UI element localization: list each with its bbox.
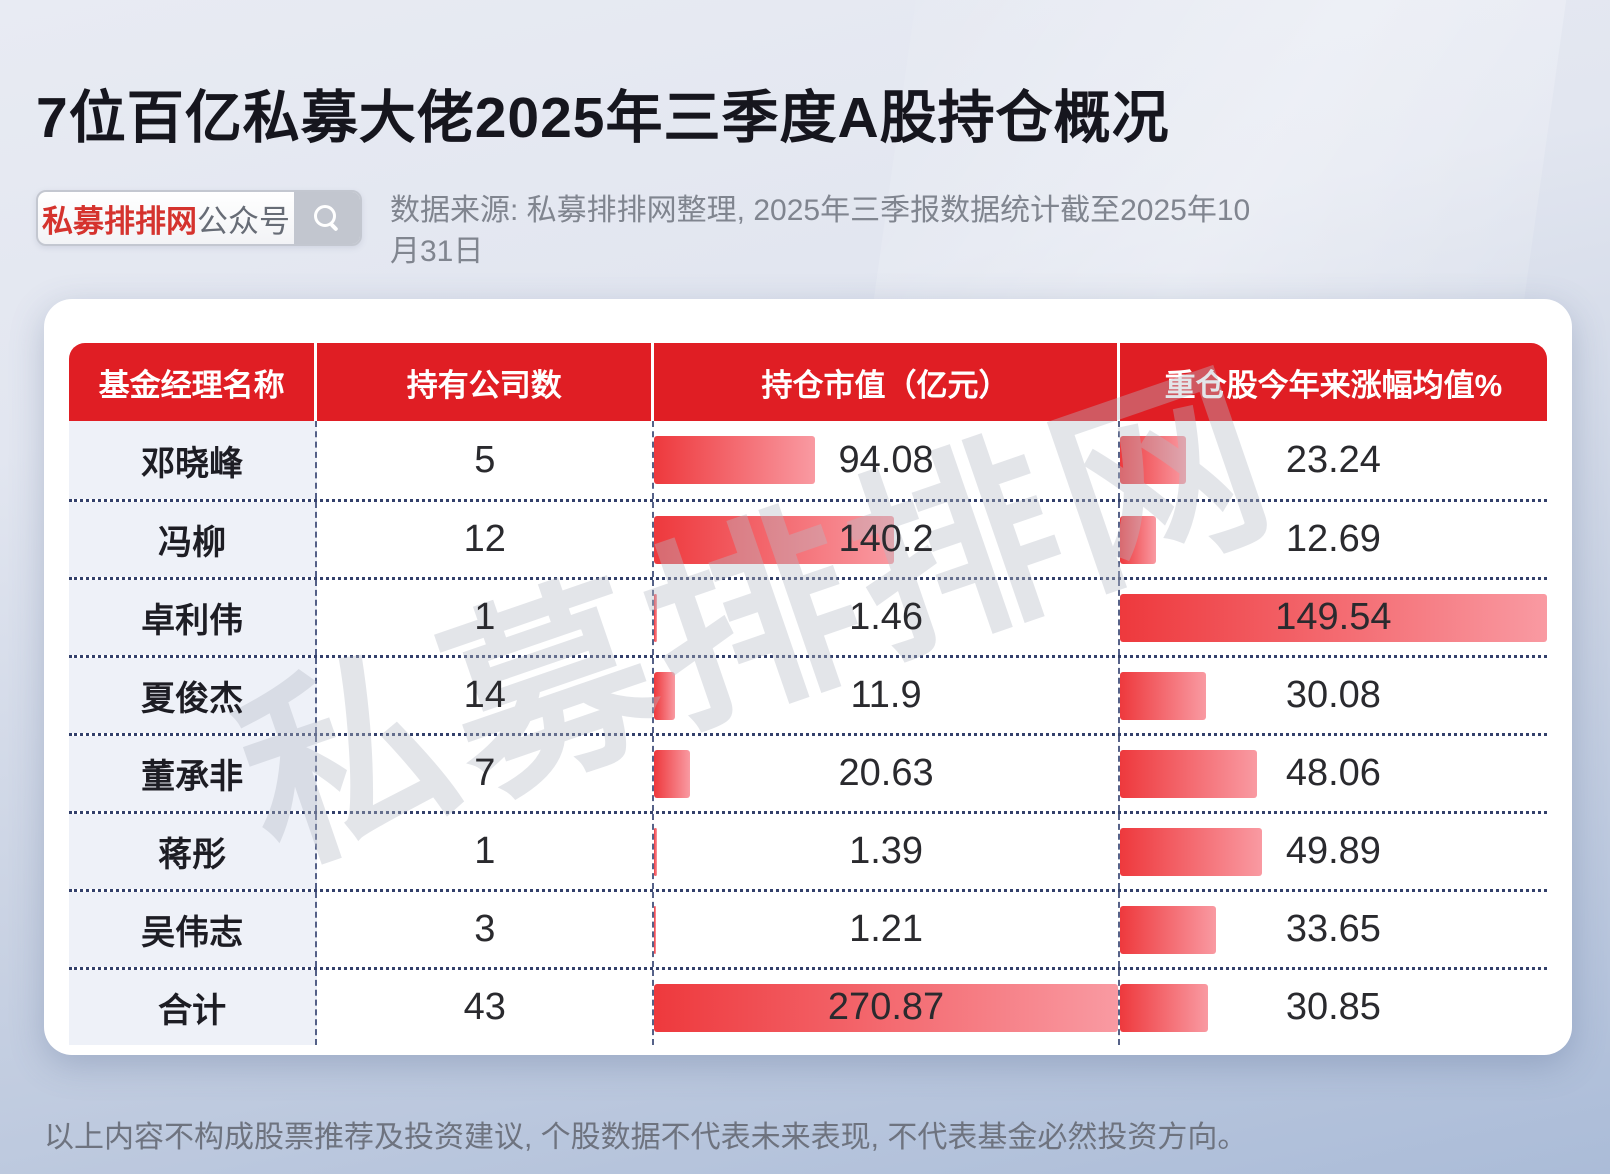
manager-name: 董承非 (141, 758, 244, 796)
gain-value: 30.85 (1285, 986, 1381, 1028)
market-value: 11.9 (850, 674, 922, 716)
manager-name: 合计 (158, 992, 227, 1030)
gain-value: 12.69 (1285, 518, 1381, 560)
manager-name: 吴伟志 (141, 914, 244, 952)
companies-count: 12 (463, 518, 506, 560)
holdings-table: 基金经理名称 持有公司数 持仓市值（亿元） 重仓股今年来涨幅均值% 邓晓峰 5 … (69, 343, 1547, 1045)
gain-value: 33.65 (1285, 908, 1381, 950)
search-icon (314, 205, 340, 231)
market-value: 1.39 (849, 830, 924, 872)
manager-name: 冯柳 (158, 524, 227, 562)
gain-bar (1119, 749, 1258, 798)
table-header: 基金经理名称 持有公司数 持仓市值（亿元） 重仓股今年来涨幅均值% (69, 343, 1547, 421)
market-value-bar (654, 593, 657, 642)
manager-name: 蒋彤 (158, 836, 227, 874)
table-card: 私募排排网 基金经理名称 持有公司数 持仓市值（亿元） 重仓股今年来涨幅均值% … (44, 299, 1572, 1055)
market-value: 140.2 (838, 518, 934, 560)
companies-count: 3 (474, 908, 496, 950)
manager-name: 卓利伟 (141, 602, 244, 640)
disclaimer-text: 以上内容不构成股票推荐及投资建议, 个股数据不代表未来表现, 不代表基金必然投资… (44, 1121, 1248, 1154)
manager-name: 夏俊杰 (141, 680, 244, 718)
table-row: 邓晓峰 5 94.08 23.24 (69, 421, 1547, 499)
header-companies: 持有公司数 (317, 343, 655, 421)
search-box-text: 私募排排网 公众号 (38, 192, 294, 244)
gain-value: 49.89 (1285, 830, 1381, 872)
header-manager: 基金经理名称 (69, 343, 318, 421)
header-market-value: 持仓市值（亿元） (654, 343, 1120, 421)
companies-count: 5 (474, 438, 496, 481)
header-gain: 重仓股今年来涨幅均值% (1164, 367, 1503, 403)
search-button[interactable] (294, 192, 360, 244)
manager-name: 邓晓峰 (141, 444, 244, 483)
companies-count: 14 (463, 674, 506, 716)
market-value-bar (654, 827, 657, 876)
companies-count: 7 (474, 752, 496, 794)
table-row: 董承非 7 20.63 48.06 (69, 733, 1547, 811)
gain-bar (1119, 905, 1216, 954)
search-box[interactable]: 私募排排网 公众号 (36, 190, 362, 246)
companies-count: 1 (474, 830, 496, 872)
table-row: 冯柳 12 140.2 12.69 (69, 499, 1547, 577)
market-value: 1.46 (849, 596, 924, 638)
table-row: 卓利伟 1 1.46 149.54 (69, 577, 1547, 655)
market-value: 20.63 (838, 752, 934, 794)
brand-suffix: 公众号 (197, 203, 290, 239)
market-value: 94.08 (838, 438, 934, 481)
gain-bar (1119, 827, 1263, 876)
table-row: 夏俊杰 14 11.9 30.08 (69, 655, 1547, 733)
gain-value: 149.54 (1275, 596, 1392, 638)
table-row: 合计 43 270.87 30.85 (69, 967, 1547, 1045)
gain-bar (1119, 671, 1206, 720)
subheader: 私募排排网 公众号 数据来源: 私募排排网整理, 2025年三季报数据统计截至20… (36, 190, 1270, 273)
gain-bar (1119, 593, 1547, 642)
table-row: 吴伟志 3 1.21 33.65 (69, 889, 1547, 967)
companies-count: 1 (474, 596, 496, 638)
market-value-bar (654, 749, 690, 798)
page-title: 7位百亿私募大佬2025年三季度A股持仓概况 (36, 86, 1170, 150)
gain-value: 23.24 (1285, 438, 1381, 481)
market-value-bar (654, 905, 657, 954)
market-value: 270.87 (827, 986, 945, 1028)
brand-name: 私募排排网 (42, 203, 197, 239)
market-value-bar (654, 436, 816, 484)
companies-count: 43 (463, 986, 506, 1028)
table-row: 蒋彤 1 1.39 49.89 (69, 811, 1547, 889)
market-value-bar (654, 671, 675, 720)
gain-bar (1119, 983, 1208, 1032)
source-note: 数据来源: 私募排排网整理, 2025年三季报数据统计截至2025年10月31日 (390, 194, 1251, 269)
market-value-bar (654, 983, 1118, 1032)
gain-value: 30.08 (1285, 674, 1381, 716)
market-value: 1.21 (849, 908, 924, 950)
market-value-bar (654, 515, 895, 564)
gain-value: 48.06 (1285, 752, 1381, 794)
gain-bar (1119, 515, 1157, 564)
gain-bar (1119, 436, 1187, 484)
table-body: 邓晓峰 5 94.08 23.24 冯柳 12 140.2 12.69 卓利伟 … (69, 421, 1547, 1045)
